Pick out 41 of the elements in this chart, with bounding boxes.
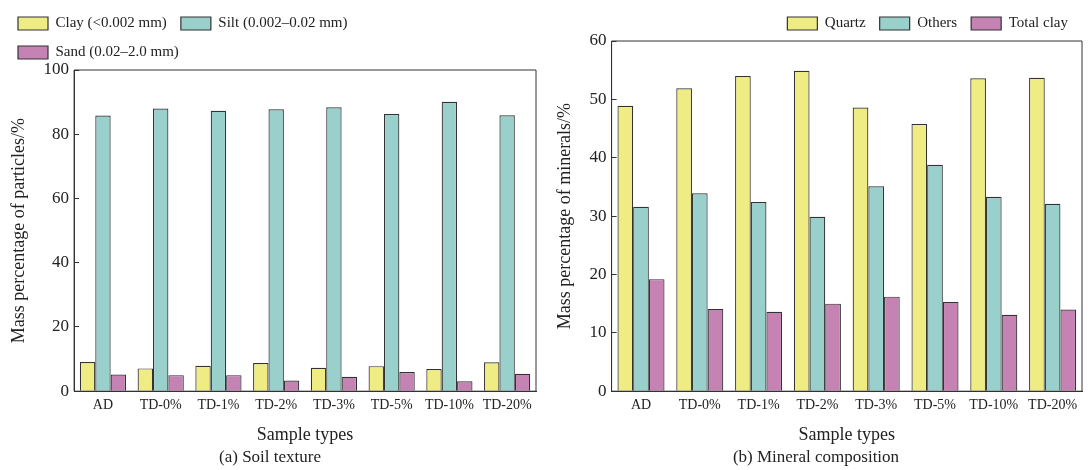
x-tick-label: TD-5%	[914, 397, 957, 413]
y-tick-label: 80	[52, 123, 70, 143]
x-tick-label: AD	[630, 397, 652, 413]
y-tick-label: 20	[52, 316, 70, 336]
x-tick-label: TD-3%	[855, 397, 898, 413]
legend-label: Silt (0.002–0.02 mm)	[218, 14, 348, 32]
y-axis-title: Mass percentage of particles/%	[7, 117, 28, 344]
x-axis-title: Sample types	[256, 423, 354, 444]
y-tick-label: 60	[589, 30, 607, 50]
y-tick-label: 10	[589, 322, 607, 342]
x-axis-title: Sample types	[798, 423, 896, 444]
legend-label: Clay (<0.002 mm)	[55, 14, 167, 32]
y-tick-label: 30	[589, 205, 607, 225]
x-tick-label: TD-5%	[370, 397, 413, 413]
x-tick-label: TD-10%	[424, 397, 475, 413]
text: (a) Soil texture	[219, 447, 321, 467]
text: (b) Mineral composition	[732, 447, 900, 467]
x-tick-label: TD-3%	[312, 397, 356, 413]
legend-label: Quartz	[824, 14, 867, 31]
y-tick-label: 20	[589, 263, 607, 283]
y-tick-label: 40	[52, 252, 70, 272]
legend-label: Sand (0.02–2.0 mm)	[55, 43, 179, 61]
x-tick-label: TD-2%	[796, 397, 839, 413]
x-tick-label: TD-20%	[482, 397, 532, 413]
y-tick-label: 0	[598, 380, 607, 400]
y-tick-label: 100	[43, 59, 70, 79]
y-tick-label: 60	[52, 187, 70, 207]
x-tick-label: AD	[92, 397, 114, 413]
y-tick-label: 40	[589, 147, 607, 167]
x-tick-label: TD-2%	[255, 397, 298, 413]
x-tick-label: TD-0%	[139, 397, 183, 413]
x-tick-label: TD-10%	[969, 397, 1019, 413]
y-axis-title: Mass percentage of minerals/%	[553, 102, 574, 330]
x-tick-label: TD-0%	[678, 397, 722, 413]
x-tick-label: TD-1%	[737, 397, 780, 413]
x-tick-label: TD-1%	[197, 397, 240, 413]
x-tick-label: TD-20%	[1028, 397, 1078, 413]
y-tick-label: 0	[60, 380, 70, 400]
legend-label: Others	[917, 14, 958, 31]
y-tick-label: 50	[589, 88, 607, 108]
legend-label: Total clay	[1008, 14, 1069, 31]
